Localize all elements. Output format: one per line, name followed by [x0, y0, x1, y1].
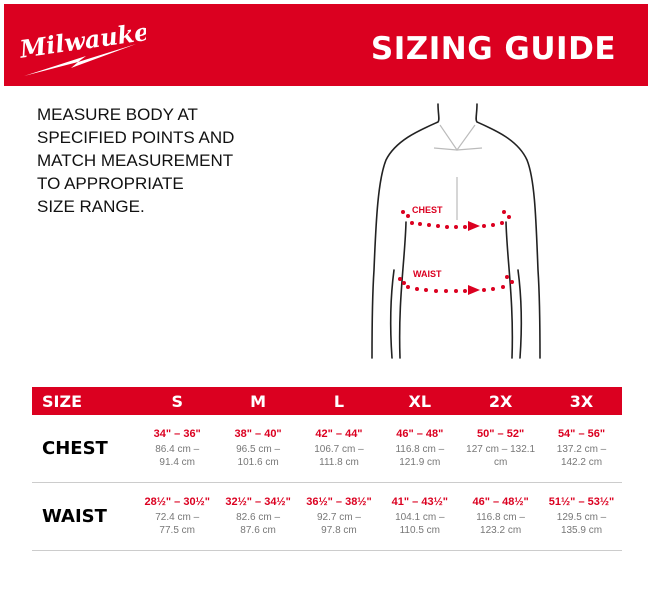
- cm-line: 111.8 cm: [319, 457, 359, 468]
- cm-line: 87.6 cm: [240, 525, 276, 536]
- page-title: SIZING GUIDE: [370, 31, 616, 67]
- table-row: WAIST 28½" – 30½" 72.4 cm – 77.5 cm 32½" – 3…: [32, 482, 622, 551]
- instruction-line: SIZE RANGE.: [37, 197, 145, 216]
- cm-range: 129.5 cm – 135.9 cm: [541, 511, 622, 537]
- cm-range: 96.5 cm – 101.6 cm: [218, 443, 299, 469]
- inch-range: 42" – 44": [315, 428, 363, 440]
- cm-range: 106.7 cm – 111.8 cm: [299, 443, 380, 469]
- size-cell: 46" – 48" 116.8 cm – 121.9 cm: [379, 415, 461, 483]
- cm-range: 86.4 cm – 91.4 cm: [137, 443, 218, 469]
- instruction-line: SPECIFIED POINTS AND: [37, 128, 235, 147]
- inch-range: 38" – 40": [234, 428, 282, 440]
- size-cell: 50" – 52" 127 cm – 132.1 cm: [460, 415, 542, 483]
- inch-range: 28½" – 30½": [144, 496, 210, 508]
- cm-range: 72.4 cm – 77.5 cm: [137, 511, 218, 537]
- table-header-row: SIZE S M L XL 2X 3X: [32, 387, 622, 415]
- cm-line: 101.6 cm: [237, 457, 279, 468]
- size-cell: 34" – 36" 86.4 cm – 91.4 cm: [136, 415, 218, 483]
- cm-line: 106.7 cm –: [314, 444, 364, 455]
- column-header: SIZE: [32, 387, 137, 415]
- instruction-line: TO APPROPRIATE: [37, 174, 184, 193]
- cm-range: 116.8 cm – 121.9 cm: [379, 443, 460, 469]
- inch-range: 34" – 36": [153, 428, 201, 440]
- cm-line: 104.1 cm –: [395, 512, 445, 523]
- size-cell: 41" – 43½" 104.1 cm – 110.5 cm: [379, 482, 461, 551]
- measurement-dots: [398, 210, 514, 295]
- cm-line: 121.9 cm: [399, 457, 441, 468]
- cm-range: 82.6 cm – 87.6 cm: [218, 511, 299, 537]
- inch-range: 54" – 56": [557, 428, 606, 440]
- size-cell: 46" – 48½" 116.8 cm – 123.2 cm: [460, 482, 542, 551]
- cm-range: 137.2 cm – 142.2 cm: [541, 443, 622, 469]
- cm-range: 92.7 cm – 97.8 cm: [299, 511, 380, 537]
- cm-line: 116.8 cm –: [476, 512, 525, 523]
- chest-label: CHEST: [412, 205, 443, 215]
- size-cell: 38" – 40" 96.5 cm – 101.6 cm: [217, 415, 299, 483]
- cm-line: 137.2 cm –: [556, 444, 607, 455]
- cm-line: 92.7 cm –: [317, 512, 361, 523]
- table-row: CHEST 34" – 36" 86.4 cm – 91.4 cm 38" – 40" 9…: [32, 415, 622, 483]
- cm-line: 77.5 cm: [159, 525, 195, 536]
- size-cell: 51½" – 53½" 129.5 cm – 135.9 cm: [541, 482, 622, 551]
- header-banner: Milwaukee SIZING GUIDE: [4, 4, 648, 86]
- cm-range: 127 cm – 132.1 cm: [460, 443, 541, 469]
- size-cell: 28½" – 30½" 72.4 cm – 77.5 cm: [136, 482, 218, 551]
- cm-range: 104.1 cm – 110.5 cm: [379, 511, 460, 537]
- inch-range: 32½" – 34½": [225, 496, 291, 508]
- column-header: M: [217, 387, 299, 415]
- inch-range: 41" – 43½": [391, 496, 448, 508]
- inch-range: 50" – 52": [477, 428, 525, 440]
- row-label: WAIST: [32, 482, 137, 551]
- cm-line: 72.4 cm –: [155, 512, 200, 523]
- body-measurement-figure: CHEST WAIST: [371, 103, 541, 359]
- column-header: XL: [379, 387, 461, 415]
- column-header: 2X: [460, 387, 542, 415]
- column-header: 3X: [541, 387, 622, 415]
- cm-line: 86.4 cm –: [155, 444, 200, 455]
- cm-line: 110.5 cm: [399, 525, 440, 536]
- size-cell: 42" – 44" 106.7 cm – 111.8 cm: [298, 415, 380, 483]
- cm-line: 129.5 cm –: [556, 512, 607, 523]
- column-header: S: [136, 387, 218, 415]
- size-table: SIZE S M L XL 2X 3X CHEST 34" – 36" 86.4 c…: [32, 387, 622, 551]
- cm-line: 135.9 cm: [560, 525, 603, 536]
- cm-line: 116.8 cm –: [395, 444, 445, 455]
- instructions: MEASURE BODY AT SPECIFIED POINTS AND MAT…: [37, 103, 277, 218]
- instruction-line: MATCH MEASUREMENT: [37, 151, 234, 170]
- svg-text:Milwaukee: Milwaukee: [17, 16, 146, 64]
- cm-line: 142.2 cm: [560, 457, 603, 468]
- cm-line: 96.5 cm –: [236, 444, 281, 455]
- size-cell: 32½" – 34½" 82.6 cm – 87.6 cm: [217, 482, 299, 551]
- cm-line: 91.4 cm: [159, 457, 195, 468]
- row-label: CHEST: [32, 415, 137, 483]
- milwaukee-logo: Milwaukee: [17, 16, 146, 76]
- cm-range: 116.8 cm – 123.2 cm: [460, 511, 541, 537]
- cm-line: 123.2 cm: [480, 525, 522, 536]
- size-cell: 36½" – 38½" 92.7 cm – 97.8 cm: [298, 482, 380, 551]
- column-header: L: [298, 387, 380, 415]
- inch-range: 46" – 48": [396, 428, 444, 440]
- cm-line: 127 cm – 132.1: [466, 444, 536, 455]
- inch-range: 46" – 48½": [472, 496, 529, 508]
- instruction-line: MEASURE BODY AT: [37, 105, 198, 124]
- inch-range: 51½" – 53½": [548, 496, 615, 508]
- size-cell: 54" – 56" 137.2 cm – 142.2 cm: [541, 415, 622, 483]
- waist-label: WAIST: [413, 269, 442, 279]
- cm-line: 82.6 cm –: [236, 512, 281, 523]
- cm-line: cm: [493, 457, 508, 468]
- cm-line: 97.8 cm: [321, 525, 357, 536]
- inch-range: 36½" – 38½": [306, 496, 372, 508]
